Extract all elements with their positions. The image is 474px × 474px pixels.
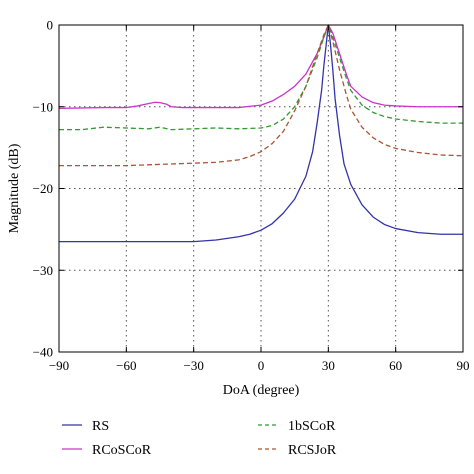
x-tick-label: 90 — [457, 358, 470, 373]
x-tick-label: −90 — [49, 358, 69, 373]
y-tick-label: −20 — [33, 181, 53, 196]
x-tick-label: −30 — [183, 358, 203, 373]
y-axis-label: Magnitude (dB) — [7, 143, 22, 233]
ticks-group: −90 −60 −30 0 30 60 90 0 −10 −20 −30 −40 — [33, 18, 470, 374]
legend-label-1bscor: 1bSCoR — [288, 419, 336, 434]
legend: RS RCoSCoR 1bSCoR RCSJoR — [62, 419, 337, 458]
y-tick-label: 0 — [47, 18, 54, 33]
series-group — [58, 24, 464, 243]
x-tick-label: 60 — [389, 358, 402, 373]
x-axis-label: DoA (degree) — [223, 383, 300, 398]
y-tick-label: −10 — [33, 99, 53, 114]
series-line-rs — [59, 24, 463, 243]
x-tick-label: 0 — [258, 358, 265, 373]
legend-label-rs: RS — [92, 419, 109, 434]
x-tick-label: 30 — [322, 358, 335, 373]
x-tick-label: −60 — [116, 358, 136, 373]
legend-label-rcsjor: RCSJoR — [288, 443, 337, 458]
series-line-rcoscor — [58, 24, 463, 110]
grid — [59, 25, 463, 352]
series-line-rcsjor — [59, 24, 464, 167]
y-tick-label: −40 — [33, 345, 53, 360]
y-tick-label: −30 — [33, 263, 53, 278]
legend-label-rcoscor: RCoSCoR — [92, 443, 152, 458]
